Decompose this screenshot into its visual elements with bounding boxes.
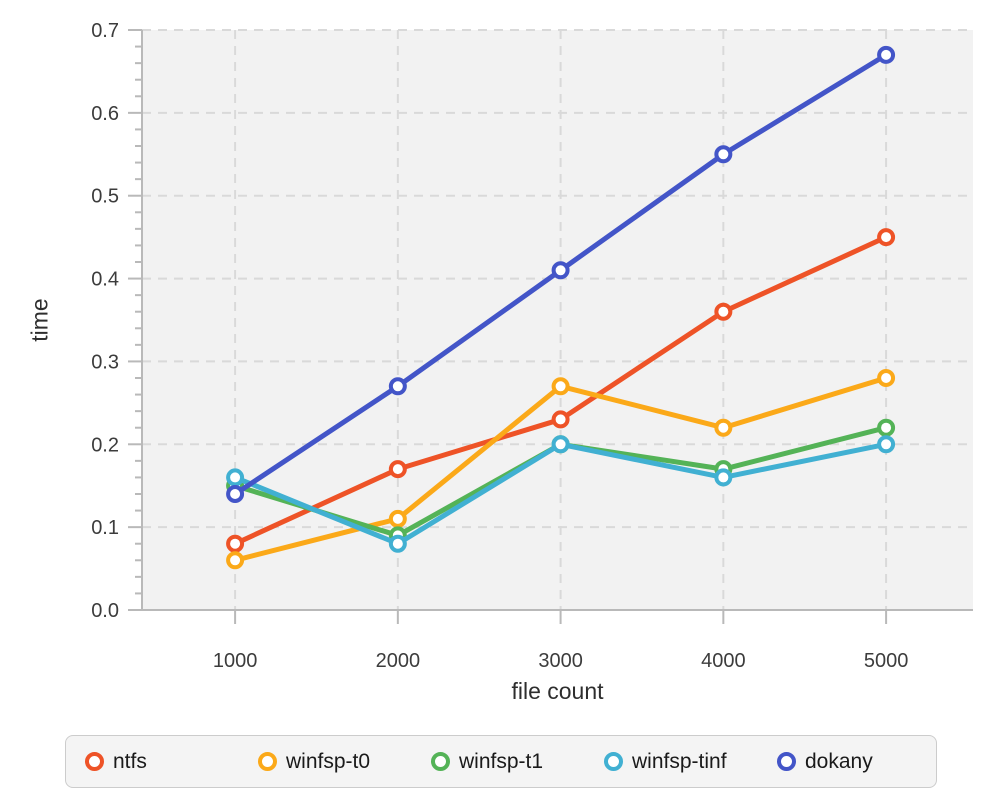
legend-marker-winfsp-t1 [431, 752, 450, 771]
legend-marker-ntfs [85, 752, 104, 771]
legend-item-winfsp-t1: winfsp-t1 [431, 750, 604, 774]
marker-winfsp-tinf [551, 435, 570, 454]
marker-dokany [877, 45, 896, 64]
x-tick-label: 5000 [864, 650, 909, 672]
x-tick-label: 2000 [376, 650, 421, 672]
legend-item-ntfs: ntfs [85, 750, 258, 774]
legend-item-winfsp-tinf: winfsp-tinf [604, 750, 777, 774]
y-tick-label: 0.0 [91, 600, 119, 622]
y-tick-label: 0.3 [91, 351, 119, 373]
marker-ntfs [551, 410, 570, 429]
marker-winfsp-tinf [388, 534, 407, 553]
legend-label: winfsp-tinf [632, 749, 727, 773]
legend-item-winfsp-t0: winfsp-t0 [258, 750, 431, 774]
legend-item-dokany: dokany [777, 750, 950, 774]
marker-dokany [388, 377, 407, 396]
marker-ntfs [877, 228, 896, 247]
marker-dokany [226, 485, 245, 503]
y-tick-label: 0.5 [91, 186, 119, 208]
marker-winfsp-tinf [877, 435, 896, 454]
plot-background [142, 30, 973, 610]
legend-label: dokany [805, 749, 873, 773]
marker-winfsp-t0 [551, 377, 570, 396]
y-tick-label: 0.4 [91, 269, 119, 291]
y-axis-title: time [26, 298, 53, 342]
legend-marker-dokany [777, 752, 796, 771]
legend-label: winfsp-t0 [286, 749, 371, 773]
marker-dokany [714, 145, 733, 164]
x-axis-title: file count [511, 678, 604, 704]
x-tick-label: 1000 [213, 650, 258, 672]
marker-dokany [551, 261, 570, 280]
marker-winfsp-t0 [388, 509, 407, 528]
legend-label: ntfs [113, 749, 147, 773]
marker-winfsp-t0 [226, 551, 245, 570]
marker-ntfs [714, 302, 733, 321]
marker-winfsp-tinf [714, 468, 733, 487]
y-tick-label: 0.1 [91, 517, 119, 539]
marker-winfsp-t0 [877, 369, 896, 387]
y-tick-label: 0.6 [91, 103, 119, 125]
legend-marker-winfsp-t0 [258, 752, 277, 771]
y-tick-label: 0.2 [91, 434, 119, 456]
marker-winfsp-tinf [226, 468, 245, 487]
legend-box: ntfs winfsp-t0 winfsp-t1 winfsp-tinf dokany [65, 735, 937, 788]
marker-ntfs [388, 460, 407, 479]
marker-ntfs [226, 534, 245, 553]
x-tick-label: 4000 [701, 650, 746, 672]
legend-label: winfsp-t1 [459, 749, 544, 773]
legend-marker-winfsp-tinf [604, 752, 623, 771]
marker-winfsp-t0 [714, 418, 733, 437]
marker-winfsp-t1 [877, 418, 896, 437]
y-tick-label: 0.7 [91, 20, 119, 42]
x-tick-label: 3000 [538, 650, 583, 672]
